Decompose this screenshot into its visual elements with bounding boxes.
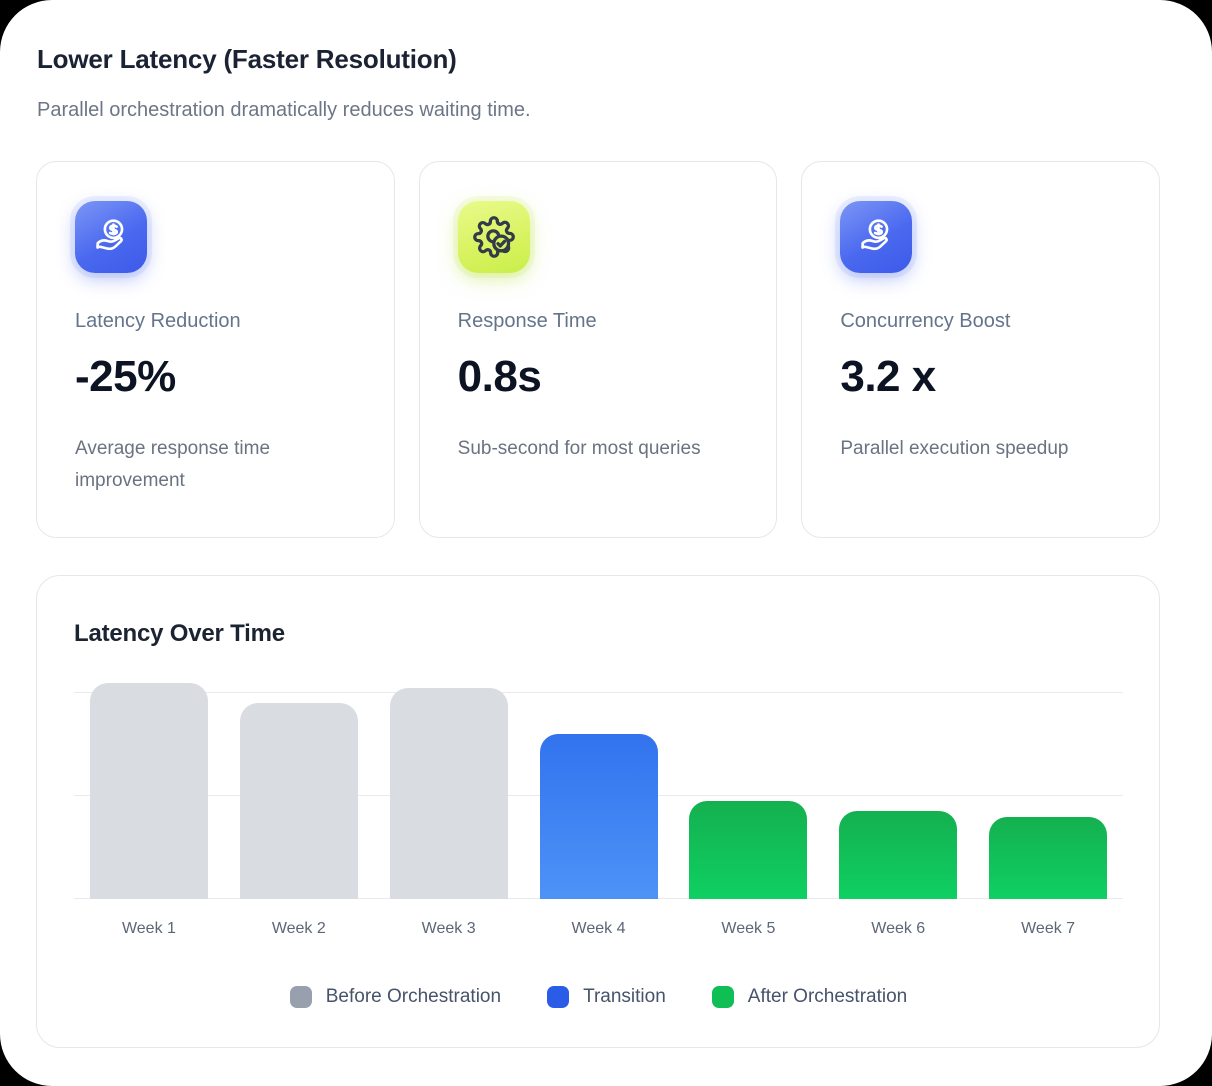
bar-week-2 bbox=[239, 703, 358, 899]
x-tick-label-5: Week 5 bbox=[721, 920, 776, 937]
stat-card-2: Response Time 0.8s Sub-second for most q… bbox=[418, 161, 778, 538]
bar-cell-3 bbox=[374, 681, 524, 899]
hand-coin-icon bbox=[840, 201, 913, 273]
legend-label: Transition bbox=[583, 986, 666, 1007]
stat-cards-row: Latency Reduction -25% Average response … bbox=[36, 161, 1161, 538]
bar-week-5 bbox=[689, 801, 808, 899]
stat-value: 3.2 x bbox=[840, 352, 936, 401]
x-axis-labels: Week 1 Week 2 Week 3 Week 4 Week 5 Week 6 Week… bbox=[74, 917, 1123, 941]
bar-cell-4 bbox=[524, 681, 674, 899]
legend-swatch-before bbox=[289, 986, 312, 1008]
x-tick-label-4: Week 4 bbox=[571, 920, 626, 937]
bar-cell-6 bbox=[823, 681, 973, 899]
page-subtitle: Parallel orchestration dramatically redu… bbox=[37, 99, 531, 121]
bar-week-3 bbox=[389, 688, 508, 899]
x-tick-label-2: Week 2 bbox=[271, 920, 326, 937]
page-title: Lower Latency (Faster Resolution) bbox=[37, 44, 457, 74]
x-tick-label-6: Week 6 bbox=[871, 920, 926, 937]
legend-label: After Orchestration bbox=[747, 986, 908, 1007]
bar-week-4 bbox=[539, 734, 658, 899]
hand-coin-icon bbox=[75, 201, 147, 273]
bar-cell-1 bbox=[74, 681, 224, 899]
stat-label: Response Time bbox=[457, 310, 597, 332]
stat-label: Latency Reduction bbox=[75, 310, 241, 332]
bar-chart-plot bbox=[74, 681, 1123, 899]
legend-swatch-after bbox=[711, 986, 734, 1008]
x-tick-label-7: Week 7 bbox=[1021, 920, 1076, 937]
gear-check-icon bbox=[457, 201, 530, 273]
latency-chart-card: Latency Over Time Week 1 Week 2 Week 3 Week… bbox=[36, 575, 1160, 1048]
legend-item-after: After Orchestration bbox=[711, 986, 908, 1008]
legend-item-transition: Transition bbox=[547, 986, 666, 1008]
stat-description: Average response time improvement bbox=[75, 438, 271, 491]
bars-row bbox=[74, 681, 1123, 899]
legend-label: Before Orchestration bbox=[325, 986, 502, 1007]
bar-week-1 bbox=[89, 683, 208, 899]
x-tick-label-3: Week 3 bbox=[421, 920, 476, 937]
stat-value: -25% bbox=[75, 352, 176, 401]
chart-title: Latency Over Time bbox=[74, 620, 285, 647]
stat-value: 0.8s bbox=[457, 352, 542, 401]
legend-swatch-transition bbox=[547, 986, 570, 1008]
stat-card-3: Concurrency Boost 3.2 x Parallel executi… bbox=[801, 161, 1161, 538]
stat-label: Concurrency Boost bbox=[840, 310, 1011, 332]
bar-week-6 bbox=[839, 811, 958, 899]
gridline-2 bbox=[74, 692, 1123, 693]
chart-legend: Before Orchestration Transition After Or… bbox=[74, 986, 1123, 1008]
stat-description: Sub-second for most queries bbox=[457, 438, 701, 459]
stat-card-1: Latency Reduction -25% Average response … bbox=[36, 161, 395, 538]
bar-cell-2 bbox=[224, 681, 374, 899]
bar-week-7 bbox=[989, 817, 1108, 899]
stat-description: Parallel execution speedup bbox=[840, 438, 1069, 459]
bar-cell-7 bbox=[973, 681, 1123, 899]
bar-cell-5 bbox=[673, 681, 823, 899]
x-tick-label-1: Week 1 bbox=[121, 920, 176, 937]
legend-item-before: Before Orchestration bbox=[289, 986, 502, 1008]
